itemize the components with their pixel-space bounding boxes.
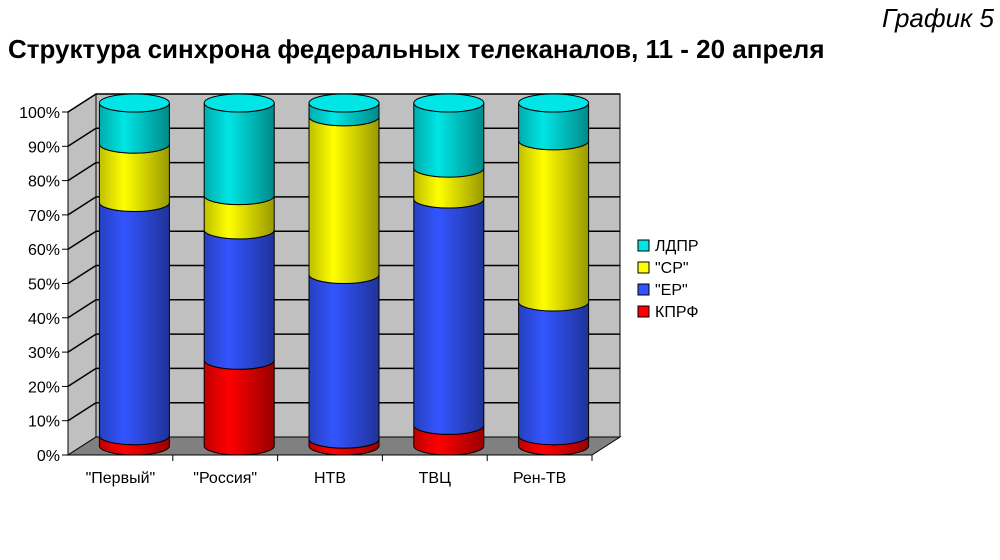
y-tick-label: 0% — [37, 448, 60, 465]
legend-swatch — [637, 305, 650, 318]
bar-top-cap — [518, 93, 590, 113]
x-tick-labels: "Первый" "Россия" НТВ ТВЦ Рен-ТВ — [86, 470, 567, 487]
y-tick-label: 60% — [28, 242, 60, 259]
legend-label: "СР" — [655, 260, 689, 277]
legend-label: ЛДПР — [655, 238, 699, 255]
y-tick-label: 100% — [19, 105, 60, 122]
bar-segment — [203, 229, 275, 370]
y-tick-labels: 0% 10% 20% 30% 40% 50% 60% 70% 80% 90% 100% — [19, 105, 60, 465]
y-tick-label: 30% — [28, 345, 60, 362]
bar-segment — [98, 202, 170, 446]
bar-stack — [98, 93, 170, 456]
x-tick-label: "Россия" — [193, 470, 257, 487]
legend: ЛДПР "СР" "ЕР" КПРФ — [637, 238, 699, 321]
bar-stack — [308, 93, 380, 456]
legend-swatch — [637, 239, 650, 252]
y-tick-label: 90% — [28, 139, 60, 156]
legend-swatch — [637, 261, 650, 274]
x-tick-label: Рен-ТВ — [513, 470, 566, 487]
chart-title: Структура синхрона федеральных телеканал… — [8, 34, 825, 64]
bar-stack — [203, 93, 275, 456]
bar-top-cap — [98, 93, 170, 113]
axes — [62, 111, 593, 461]
legend-swatch — [637, 283, 650, 296]
chart-subtitle: График 5 — [881, 3, 994, 33]
x-tick-label: "Первый" — [86, 470, 156, 487]
bar-segment — [98, 144, 170, 212]
y-tick-label: 10% — [28, 414, 60, 431]
y-tick-label: 80% — [28, 174, 60, 191]
bar-segment — [308, 274, 380, 449]
bar-segment — [518, 140, 590, 312]
legend-label: КПРФ — [655, 304, 698, 321]
y-tick-label: 40% — [28, 311, 60, 328]
bar-top-cap — [203, 93, 275, 113]
bar-segment — [413, 198, 485, 435]
bar-top-cap — [308, 93, 380, 113]
x-tick-label: НТВ — [314, 470, 346, 487]
y-tick-label: 20% — [28, 379, 60, 396]
bar-segment — [203, 102, 275, 206]
legend-label: "ЕР" — [655, 282, 688, 299]
bar-segment — [308, 116, 380, 284]
bar-stack — [413, 93, 485, 456]
bar-segment — [413, 102, 485, 178]
bar-top-cap — [413, 93, 485, 113]
x-tick-label: ТВЦ — [419, 470, 451, 487]
bar-segment — [203, 360, 275, 456]
y-tick-label: 50% — [28, 277, 60, 294]
bar-stack — [518, 93, 590, 456]
y-tick-label: 70% — [28, 208, 60, 225]
bar-segment — [518, 301, 590, 446]
bars — [98, 93, 590, 456]
